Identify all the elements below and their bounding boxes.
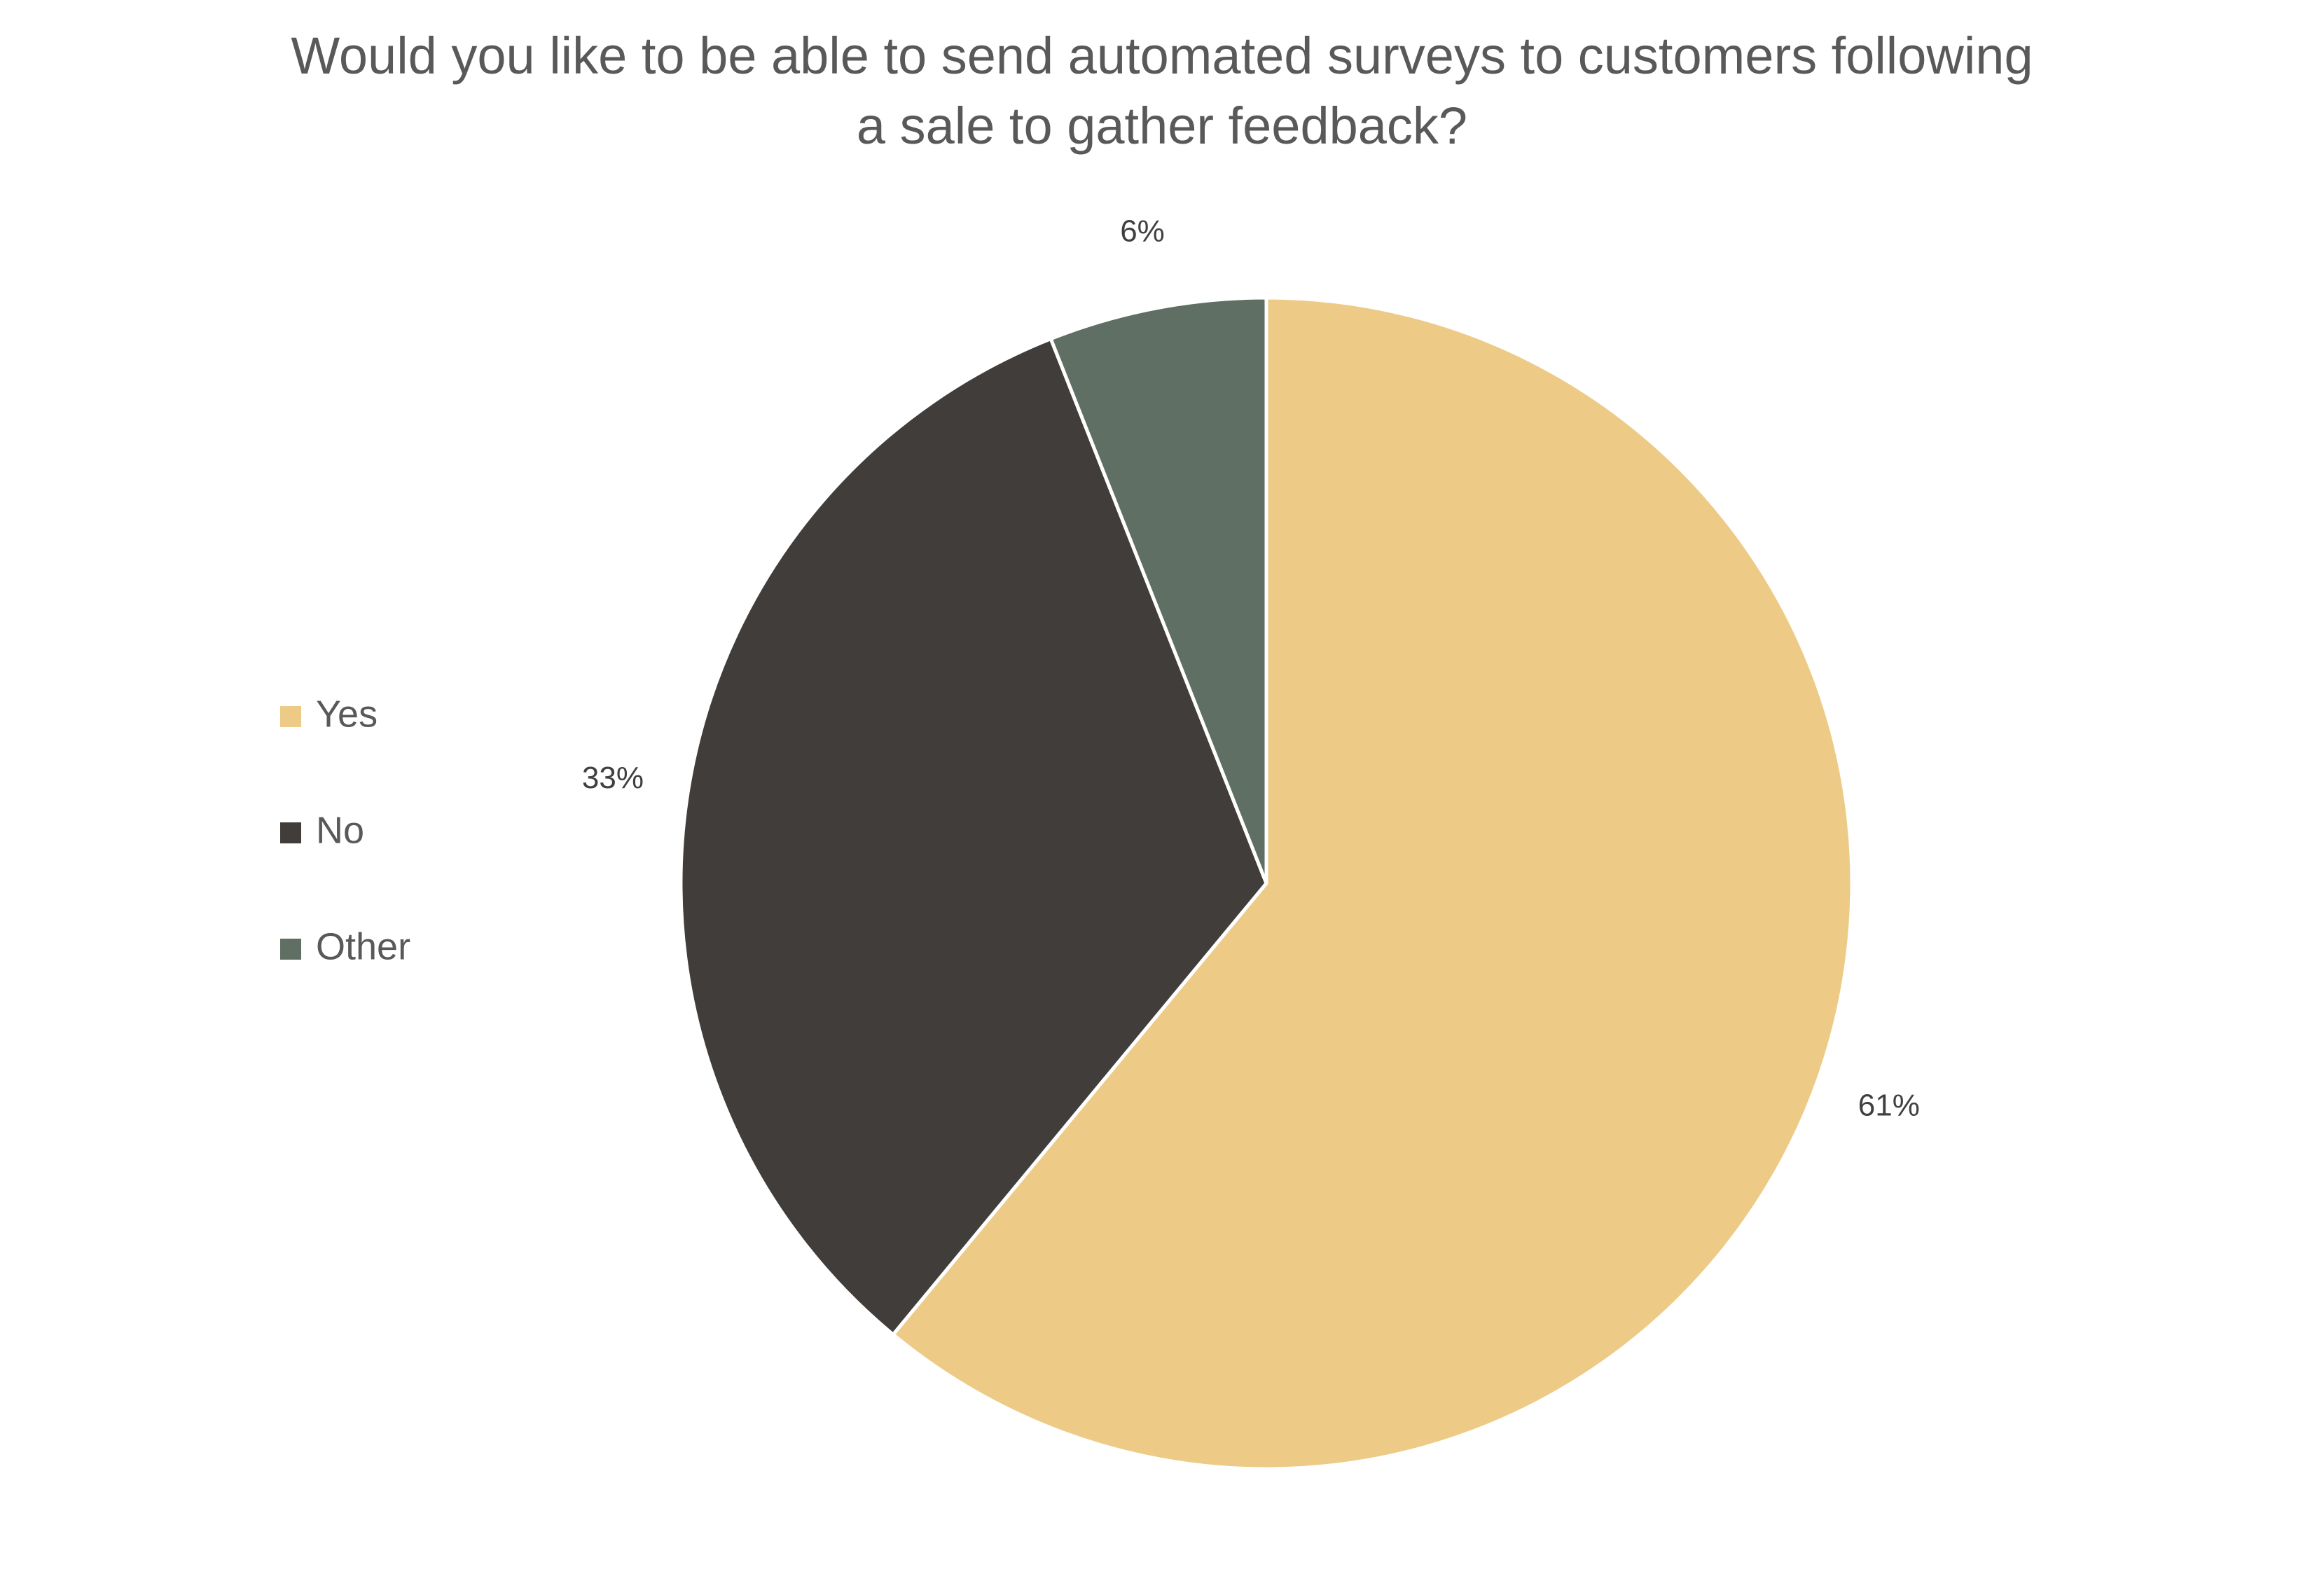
- pie-slice: [1049, 296, 1268, 884]
- legend-swatch: [280, 822, 301, 843]
- pie-slice: [890, 296, 1854, 1471]
- data-label: 6%: [1120, 214, 1165, 249]
- legend-swatch: [280, 706, 301, 727]
- legend-label: Other: [316, 925, 410, 967]
- pie-slice: [679, 336, 1268, 1337]
- legend-swatch: [280, 939, 301, 960]
- chart-title: Would you like to be able to send automa…: [291, 27, 2033, 155]
- legend-label: Yes: [316, 693, 378, 735]
- data-label: 61%: [1858, 1089, 1920, 1123]
- legend-label: No: [316, 809, 364, 851]
- data-label: 33%: [582, 761, 644, 795]
